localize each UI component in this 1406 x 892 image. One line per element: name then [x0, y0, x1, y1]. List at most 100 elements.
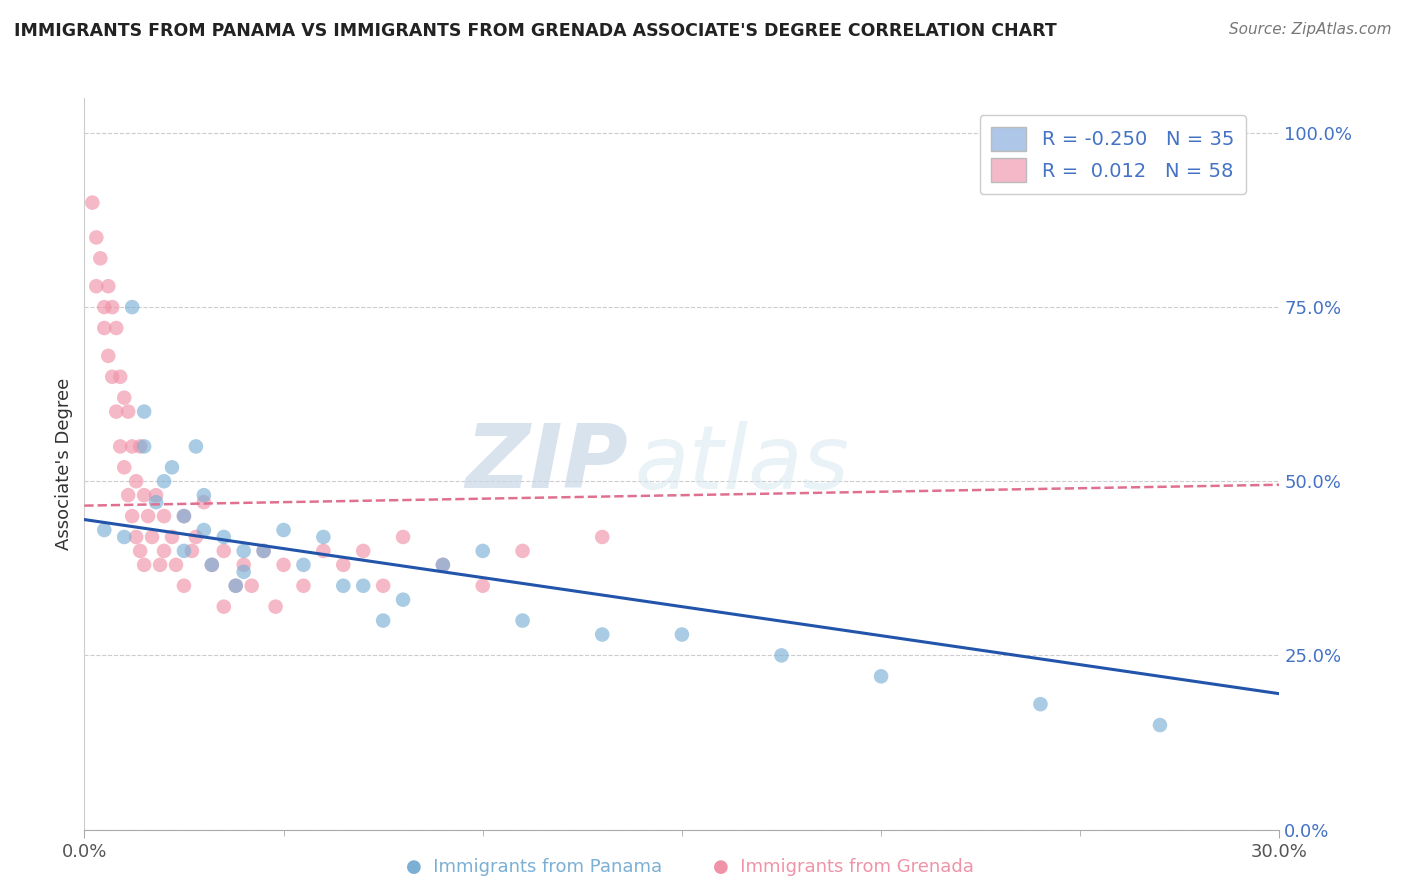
- Point: [292, 558, 315, 572]
- Point: [160, 530, 183, 544]
- Point: [312, 544, 335, 558]
- Point: [153, 509, 176, 524]
- Point: [86, 279, 108, 293]
- Point: [332, 579, 354, 593]
- Point: [117, 404, 139, 418]
- Point: [173, 509, 195, 524]
- Point: [371, 614, 394, 628]
- Text: IMMIGRANTS FROM PANAMA VS IMMIGRANTS FROM GRENADA ASSOCIATE'S DEGREE CORRELATION: IMMIGRANTS FROM PANAMA VS IMMIGRANTS FRO…: [14, 22, 1057, 40]
- Point: [125, 475, 148, 489]
- Point: [165, 558, 187, 572]
- Point: [264, 599, 287, 614]
- Point: [101, 369, 124, 384]
- Point: [1149, 718, 1171, 732]
- Point: [160, 460, 183, 475]
- Point: [173, 544, 195, 558]
- Point: [232, 558, 254, 572]
- Point: [132, 558, 156, 572]
- Text: atlas: atlas: [634, 421, 849, 507]
- Point: [432, 558, 454, 572]
- Point: [110, 369, 132, 384]
- Point: [512, 614, 534, 628]
- Y-axis label: Associate's Degree: Associate's Degree: [55, 377, 73, 550]
- Point: [273, 523, 295, 537]
- Point: [232, 544, 254, 558]
- Point: [93, 523, 115, 537]
- Point: [371, 579, 394, 593]
- Point: [352, 579, 374, 593]
- Point: [93, 321, 115, 335]
- Point: [132, 488, 156, 502]
- Point: [129, 544, 152, 558]
- Point: [671, 627, 693, 641]
- Text: Source: ZipAtlas.com: Source: ZipAtlas.com: [1229, 22, 1392, 37]
- Point: [471, 544, 494, 558]
- Point: [93, 300, 115, 314]
- Point: [121, 509, 143, 524]
- Point: [112, 460, 135, 475]
- Point: [97, 279, 120, 293]
- Point: [352, 544, 374, 558]
- Point: [89, 252, 111, 266]
- Point: [225, 579, 247, 593]
- Point: [110, 439, 132, 453]
- Point: [97, 349, 120, 363]
- Point: [432, 558, 454, 572]
- Point: [193, 488, 215, 502]
- Point: [392, 592, 415, 607]
- Point: [132, 404, 156, 418]
- Point: [312, 530, 335, 544]
- Point: [153, 475, 176, 489]
- Point: [212, 599, 235, 614]
- Point: [591, 530, 613, 544]
- Point: [184, 530, 207, 544]
- Point: [193, 523, 215, 537]
- Point: [141, 530, 163, 544]
- Point: [132, 439, 156, 453]
- Point: [125, 530, 148, 544]
- Legend: R = -0.250   N = 35, R =  0.012   N = 58: R = -0.250 N = 35, R = 0.012 N = 58: [980, 115, 1246, 194]
- Point: [145, 495, 167, 509]
- Point: [253, 544, 276, 558]
- Point: [232, 565, 254, 579]
- Point: [1029, 697, 1052, 711]
- Point: [173, 509, 195, 524]
- Point: [112, 530, 135, 544]
- Point: [149, 558, 172, 572]
- Point: [145, 488, 167, 502]
- Point: [86, 230, 108, 244]
- Point: [112, 391, 135, 405]
- Point: [105, 321, 128, 335]
- Point: [117, 488, 139, 502]
- Point: [136, 509, 159, 524]
- Point: [181, 544, 204, 558]
- Point: [471, 579, 494, 593]
- Text: ZIP: ZIP: [465, 420, 628, 508]
- Point: [240, 579, 263, 593]
- Point: [201, 558, 224, 572]
- Point: [193, 495, 215, 509]
- Point: [212, 530, 235, 544]
- Point: [770, 648, 793, 663]
- Point: [253, 544, 276, 558]
- Point: [184, 439, 207, 453]
- Text: ●  Immigrants from Panama: ● Immigrants from Panama: [406, 858, 662, 876]
- Point: [129, 439, 152, 453]
- Point: [82, 195, 104, 210]
- Point: [512, 544, 534, 558]
- Point: [225, 579, 247, 593]
- Text: ●  Immigrants from Grenada: ● Immigrants from Grenada: [713, 858, 974, 876]
- Point: [212, 544, 235, 558]
- Point: [273, 558, 295, 572]
- Point: [292, 579, 315, 593]
- Point: [591, 627, 613, 641]
- Point: [121, 439, 143, 453]
- Point: [201, 558, 224, 572]
- Point: [870, 669, 893, 683]
- Point: [121, 300, 143, 314]
- Point: [173, 579, 195, 593]
- Point: [101, 300, 124, 314]
- Point: [332, 558, 354, 572]
- Point: [392, 530, 415, 544]
- Point: [105, 404, 128, 418]
